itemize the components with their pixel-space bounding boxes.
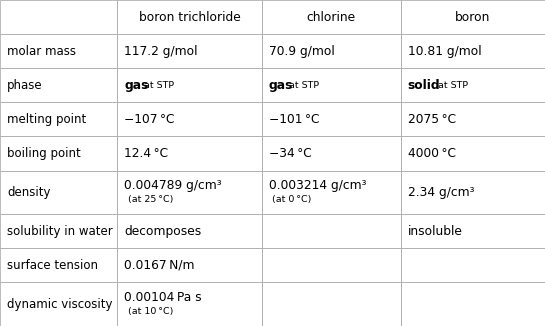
Bar: [0, 214, 117, 248]
Bar: [117, 282, 262, 326]
Text: gas: gas: [124, 79, 149, 92]
Text: insoluble: insoluble: [408, 225, 463, 238]
Bar: [262, 248, 401, 282]
Bar: [401, 282, 545, 326]
Text: 12.4 °C: 12.4 °C: [124, 147, 168, 160]
Bar: [117, 0, 262, 34]
Bar: [401, 102, 545, 137]
Text: surface tension: surface tension: [7, 259, 98, 272]
Text: boron: boron: [455, 10, 490, 23]
Text: (at 25 °C): (at 25 °C): [128, 195, 173, 204]
Text: phase: phase: [7, 79, 43, 92]
Bar: [262, 214, 401, 248]
Bar: [401, 137, 545, 170]
Text: boiling point: boiling point: [7, 147, 81, 160]
Text: 0.00104 Pa s: 0.00104 Pa s: [124, 291, 202, 304]
Bar: [262, 282, 401, 326]
Text: at STP: at STP: [438, 81, 468, 90]
Text: (at 10 °C): (at 10 °C): [128, 307, 173, 316]
Bar: [401, 214, 545, 248]
Text: 2075 °C: 2075 °C: [408, 113, 456, 126]
Bar: [117, 102, 262, 137]
Bar: [262, 68, 401, 102]
Text: −107 °C: −107 °C: [124, 113, 175, 126]
Text: −101 °C: −101 °C: [269, 113, 319, 126]
Bar: [401, 34, 545, 68]
Bar: [0, 170, 117, 214]
Text: −34 °C: −34 °C: [269, 147, 311, 160]
Bar: [117, 214, 262, 248]
Text: 2.34 g/cm³: 2.34 g/cm³: [408, 186, 474, 199]
Bar: [0, 248, 117, 282]
Bar: [0, 0, 117, 34]
Text: 0.003214 g/cm³: 0.003214 g/cm³: [269, 179, 366, 192]
Bar: [262, 0, 401, 34]
Bar: [117, 170, 262, 214]
Bar: [401, 248, 545, 282]
Bar: [262, 34, 401, 68]
Bar: [117, 68, 262, 102]
Text: 117.2 g/mol: 117.2 g/mol: [124, 45, 198, 58]
Text: density: density: [7, 186, 51, 199]
Text: decomposes: decomposes: [124, 225, 202, 238]
Bar: [0, 137, 117, 170]
Text: dynamic viscosity: dynamic viscosity: [7, 298, 113, 311]
Text: gas: gas: [269, 79, 293, 92]
Text: melting point: melting point: [7, 113, 86, 126]
Text: solubility in water: solubility in water: [7, 225, 113, 238]
Text: at STP: at STP: [144, 81, 174, 90]
Text: chlorine: chlorine: [306, 10, 356, 23]
Bar: [401, 0, 545, 34]
Text: solid: solid: [408, 79, 440, 92]
Bar: [262, 137, 401, 170]
Bar: [0, 102, 117, 137]
Text: at STP: at STP: [289, 81, 319, 90]
Text: 10.81 g/mol: 10.81 g/mol: [408, 45, 481, 58]
Bar: [262, 102, 401, 137]
Bar: [117, 248, 262, 282]
Bar: [0, 34, 117, 68]
Bar: [401, 170, 545, 214]
Text: boron trichloride: boron trichloride: [138, 10, 240, 23]
Text: molar mass: molar mass: [7, 45, 76, 58]
Text: 4000 °C: 4000 °C: [408, 147, 456, 160]
Bar: [117, 137, 262, 170]
Text: 70.9 g/mol: 70.9 g/mol: [269, 45, 335, 58]
Bar: [262, 170, 401, 214]
Text: 0.004789 g/cm³: 0.004789 g/cm³: [124, 179, 222, 192]
Bar: [117, 34, 262, 68]
Bar: [401, 68, 545, 102]
Bar: [0, 282, 117, 326]
Text: (at 0 °C): (at 0 °C): [272, 195, 312, 204]
Text: 0.0167 N/m: 0.0167 N/m: [124, 259, 195, 272]
Bar: [0, 68, 117, 102]
